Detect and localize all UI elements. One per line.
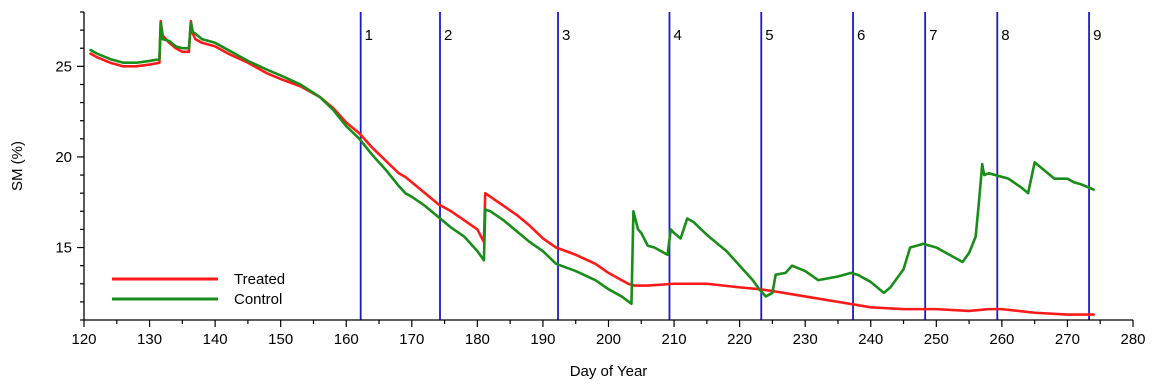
marker-label-9: 9 (1093, 27, 1101, 44)
x-tick-label-220: 220 (727, 331, 752, 348)
x-tick-label-230: 230 (793, 331, 818, 348)
y-tick-label-15: 15 (55, 240, 72, 257)
x-tick-label-190: 190 (530, 331, 555, 348)
marker-label-8: 8 (1001, 27, 1009, 44)
series-line-control (89, 21, 1095, 305)
marker-label-3: 3 (562, 27, 570, 44)
marker-label-1: 1 (365, 27, 373, 44)
x-tick-label-120: 120 (71, 331, 96, 348)
legend-label-control: Control (234, 291, 282, 308)
series-line-treated (89, 19, 1095, 316)
marker-label-7: 7 (929, 27, 937, 44)
x-tick-label-150: 150 (268, 331, 293, 348)
marker-label-5: 5 (765, 27, 773, 44)
x-tick-label-270: 270 (1055, 331, 1080, 348)
x-tick-label-160: 160 (334, 331, 359, 348)
x-tick-label-180: 180 (465, 331, 490, 348)
axes: 120 130 140 150 160 170 180 190 200 210 220 230 240 2… (9, 11, 1146, 380)
y-axis-title: SM (%) (9, 141, 26, 191)
legend-label-treated: Treated (234, 271, 285, 288)
x-tick-label-260: 260 (989, 331, 1014, 348)
x-tick-label-170: 170 (399, 331, 424, 348)
x-tick-label-140: 140 (203, 331, 228, 348)
x-tick-label-210: 210 (662, 331, 687, 348)
marker-label-4: 4 (673, 27, 681, 44)
x-tick-label-250: 250 (924, 331, 949, 348)
x-tick-label-200: 200 (596, 331, 621, 348)
y-tick-label-20: 20 (55, 149, 72, 166)
y-tick-label-25: 25 (55, 58, 72, 75)
series-lines (89, 19, 1095, 316)
marker-label-2: 2 (444, 27, 452, 44)
x-axis-title: Day of Year (570, 363, 648, 380)
marker-label-6: 6 (857, 27, 865, 44)
legend: Treated Control (112, 271, 285, 308)
vertical-markers: 1 2 3 4 5 6 7 8 9 (359, 12, 1101, 320)
x-tick-label-130: 130 (137, 331, 162, 348)
x-tick-label-240: 240 (858, 331, 883, 348)
x-tick-label-280: 280 (1120, 331, 1145, 348)
